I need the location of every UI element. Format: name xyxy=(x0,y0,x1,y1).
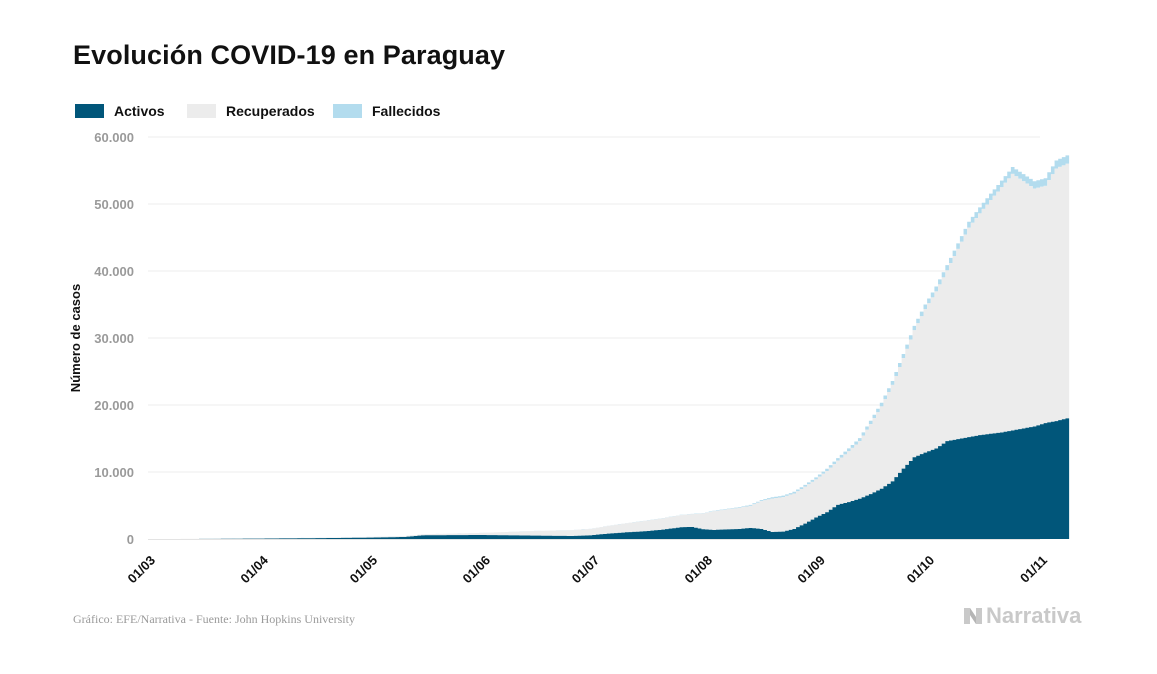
stacked-areas xyxy=(148,155,1070,540)
legend-item-activos: Activos xyxy=(75,103,165,119)
narrativa-logo-icon xyxy=(964,608,982,624)
legend-swatch-activos xyxy=(75,104,104,118)
y-tick-label: 20.000 xyxy=(94,398,134,413)
legend-label-recuperados: Recuperados xyxy=(226,103,315,119)
x-tick-label: 01/05 xyxy=(347,553,381,587)
source-note: Gráfico: EFE/Narrativa - Fuente: John Ho… xyxy=(73,612,355,626)
x-tick-label: 01/04 xyxy=(237,552,271,586)
legend-item-fallecidos: Fallecidos xyxy=(333,103,440,119)
y-tick-label: 50.000 xyxy=(94,197,134,212)
legend-label-activos: Activos xyxy=(114,103,165,119)
x-tick-label: 01/09 xyxy=(794,553,828,587)
legend-swatch-recuperados xyxy=(187,104,216,118)
brand-name: Narrativa xyxy=(986,603,1082,628)
y-tick-label: 40.000 xyxy=(94,264,134,279)
y-tick-label: 10.000 xyxy=(94,465,134,480)
y-tick-label: 0 xyxy=(127,532,134,547)
legend-item-recuperados: Recuperados xyxy=(187,103,315,119)
brand-logo: Narrativa xyxy=(963,603,1081,629)
x-tick-label: 01/11 xyxy=(1017,553,1050,586)
x-tick-label: 01/06 xyxy=(459,553,493,587)
x-tick-label: 01/10 xyxy=(904,553,938,587)
x-tick-label: 01/07 xyxy=(569,553,603,587)
y-tick-label: 30.000 xyxy=(94,331,134,346)
x-tick-label: 01/03 xyxy=(125,553,159,587)
chart-title: Evolución COVID-19 en Paraguay xyxy=(73,40,506,70)
y-axis-title: Número de casos xyxy=(68,284,83,392)
y-tick-label: 60.000 xyxy=(94,130,134,145)
legend-label-fallecidos: Fallecidos xyxy=(372,103,441,119)
legend-swatch-fallecidos xyxy=(333,104,362,118)
area-chart: 0 10.000 20.000 30.000 40.000 50.000 60.000 Núm… xyxy=(68,130,1070,587)
x-tick-label: 01/08 xyxy=(682,553,716,587)
area-activos xyxy=(148,418,1070,539)
